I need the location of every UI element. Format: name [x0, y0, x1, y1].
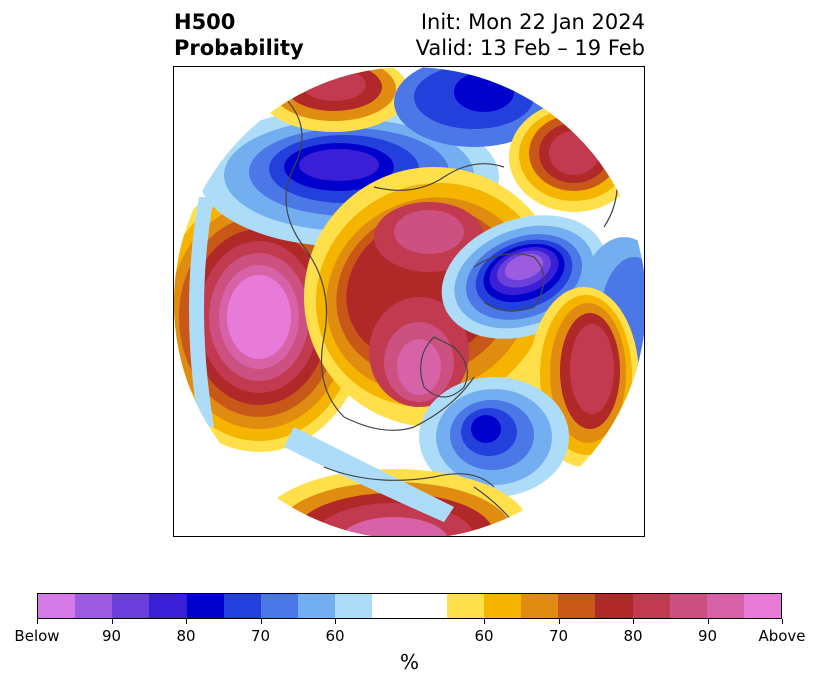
colorbar-tick-label: 80: [623, 627, 643, 645]
title-type: Probability: [174, 36, 304, 60]
colorbar-tick-label: 70: [548, 627, 569, 645]
colorbar-segment: [298, 594, 336, 618]
colorbar-tick-label: 80: [176, 627, 196, 645]
colorbar-tick-mark: [37, 619, 38, 624]
colorbar-segment: [521, 594, 559, 618]
colorbar-tick-mark: [782, 619, 783, 624]
colorbar-tick-mark: [558, 619, 560, 624]
valid-range: Valid: 13 Feb – 19 Feb: [415, 36, 645, 60]
colorbar-segment: [186, 594, 224, 618]
colorbar-segment: [669, 594, 707, 618]
colorbar-tick-mark: [707, 619, 709, 624]
title-left: H500 Probability: [174, 9, 304, 61]
colorbar-tick-mark: [186, 619, 187, 624]
colorbar-tick-labels: Below 90 80 70 60 60 70 80 90 Above: [0, 627, 819, 647]
colorbar-segment: [260, 594, 299, 618]
colorbar-segment: [446, 594, 484, 618]
colorbar-tick-label: 60: [474, 627, 494, 645]
title-variable: H500: [174, 10, 236, 34]
colorbar-segment: [149, 594, 187, 618]
anomaly-ne-high: [509, 102, 639, 212]
colorbar-tick-label: 60: [325, 627, 345, 645]
colorbar-segment: [632, 594, 670, 618]
anomaly-lower-low: [419, 377, 569, 497]
colorbar-tick-mark: [260, 619, 262, 624]
map-panel: [173, 66, 645, 537]
colorbar-segment: [706, 594, 744, 618]
colorbar-segment: [112, 594, 150, 618]
colorbar-tick-mark: [335, 619, 336, 624]
colorbar-tick-label: 70: [250, 627, 271, 645]
colorbar-tick-mark: [633, 619, 634, 624]
anomaly-west-low: [189, 197, 454, 522]
colorbar-segment: [372, 594, 410, 618]
colorbar-segment: [223, 594, 261, 618]
title-right: Init: Mon 22 Jan 2024 Valid: 13 Feb – 19…: [416, 9, 645, 61]
colorbar-units: %: [399, 650, 419, 674]
colorbar-tick-label: Below: [14, 627, 60, 645]
colorbar-segment: [595, 594, 633, 618]
colorbar-tick-label: 90: [101, 627, 122, 645]
colorbar-tick-mark: [111, 619, 113, 624]
colorbar-tick-mark: [484, 619, 485, 624]
colorbar-tick-label: 90: [697, 627, 718, 645]
colorbar-segment: [483, 594, 522, 618]
init-date: Init: Mon 22 Jan 2024: [420, 10, 645, 34]
colorbar-segment: [409, 594, 447, 618]
colorbar-tick-label: Above: [758, 627, 806, 645]
colorbar-segment: [75, 594, 113, 618]
polar-map: [174, 67, 644, 536]
colorbar-segment: [743, 594, 782, 618]
colorbar: [37, 593, 782, 619]
colorbar-segment: [335, 594, 373, 618]
colorbar-segment: [558, 594, 596, 618]
anomaly-central: [304, 167, 564, 427]
coastlines: [283, 96, 618, 536]
colorbar-segment: [38, 594, 76, 618]
